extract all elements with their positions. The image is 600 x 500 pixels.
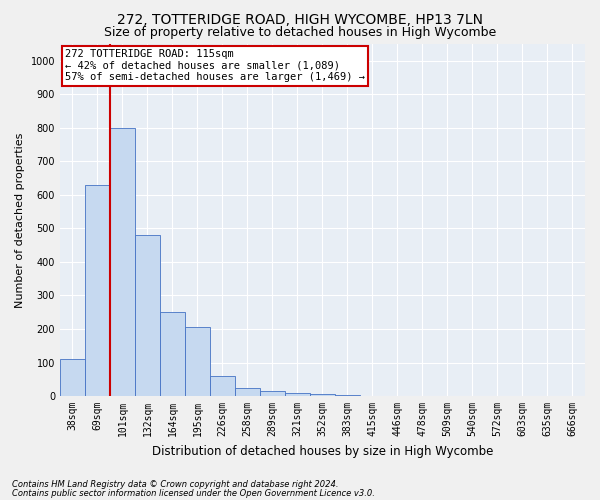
X-axis label: Distribution of detached houses by size in High Wycombe: Distribution of detached houses by size … bbox=[152, 444, 493, 458]
Bar bbox=[235, 388, 260, 396]
Bar bbox=[60, 359, 85, 396]
Bar bbox=[160, 312, 185, 396]
Bar bbox=[85, 185, 110, 396]
Text: 272 TOTTERIDGE ROAD: 115sqm
← 42% of detached houses are smaller (1,089)
57% of : 272 TOTTERIDGE ROAD: 115sqm ← 42% of det… bbox=[65, 50, 365, 82]
Bar bbox=[110, 128, 135, 396]
Text: Size of property relative to detached houses in High Wycombe: Size of property relative to detached ho… bbox=[104, 26, 496, 39]
Bar bbox=[185, 328, 210, 396]
Text: Contains public sector information licensed under the Open Government Licence v3: Contains public sector information licen… bbox=[12, 489, 375, 498]
Text: 272, TOTTERIDGE ROAD, HIGH WYCOMBE, HP13 7LN: 272, TOTTERIDGE ROAD, HIGH WYCOMBE, HP13… bbox=[117, 12, 483, 26]
Text: Contains HM Land Registry data © Crown copyright and database right 2024.: Contains HM Land Registry data © Crown c… bbox=[12, 480, 338, 489]
Bar bbox=[310, 394, 335, 396]
Bar bbox=[135, 235, 160, 396]
Bar bbox=[260, 391, 285, 396]
Bar bbox=[335, 395, 360, 396]
Bar bbox=[285, 392, 310, 396]
Y-axis label: Number of detached properties: Number of detached properties bbox=[15, 132, 25, 308]
Bar bbox=[210, 376, 235, 396]
